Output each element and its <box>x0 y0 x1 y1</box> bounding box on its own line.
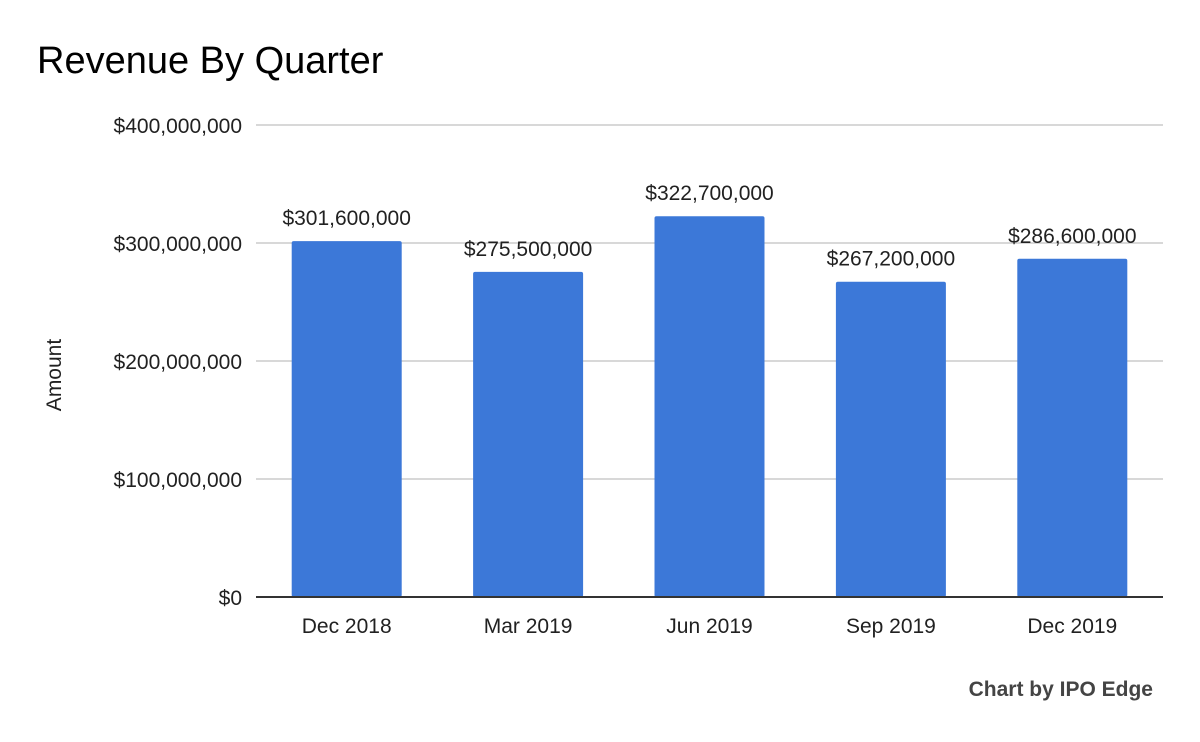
chart-credit: Chart by IPO Edge <box>968 678 1153 701</box>
y-axis-label: Amount <box>43 339 66 412</box>
data-labels: $301,600,000 $275,500,000 $322,700,000 $267… <box>282 182 1136 270</box>
y-tick-label: $100,000,000 <box>114 469 242 492</box>
y-tick-label: $200,000,000 <box>114 351 242 374</box>
y-tick-label: $400,000,000 <box>114 115 242 138</box>
data-label: $322,700,000 <box>645 182 773 205</box>
x-tick-label: Dec 2019 <box>1027 615 1117 638</box>
bar <box>835 281 946 597</box>
y-tick-label: $300,000,000 <box>114 233 242 256</box>
data-label: $267,200,000 <box>827 248 955 271</box>
bars <box>291 216 1128 598</box>
data-label: $301,600,000 <box>282 207 410 230</box>
y-tick-labels: $0 $100,000,000 $200,000,000 $300,000,000 $4… <box>114 115 242 610</box>
bar <box>291 241 402 597</box>
x-tick-label: Sep 2019 <box>846 615 936 638</box>
bar <box>1017 258 1128 597</box>
bar <box>654 216 765 598</box>
chart-title: Revenue By Quarter <box>37 40 384 82</box>
x-tick-label: Mar 2019 <box>484 615 573 638</box>
data-label: $275,500,000 <box>464 238 592 261</box>
x-tick-label: Dec 2018 <box>302 615 392 638</box>
y-tick-label: $0 <box>219 587 242 610</box>
bar <box>473 271 584 597</box>
x-tick-labels: Dec 2018 Mar 2019 Jun 2019 Sep 2019 Dec 2019 <box>302 615 1118 638</box>
x-tick-label: Jun 2019 <box>666 615 752 638</box>
data-label: $286,600,000 <box>1008 225 1136 248</box>
